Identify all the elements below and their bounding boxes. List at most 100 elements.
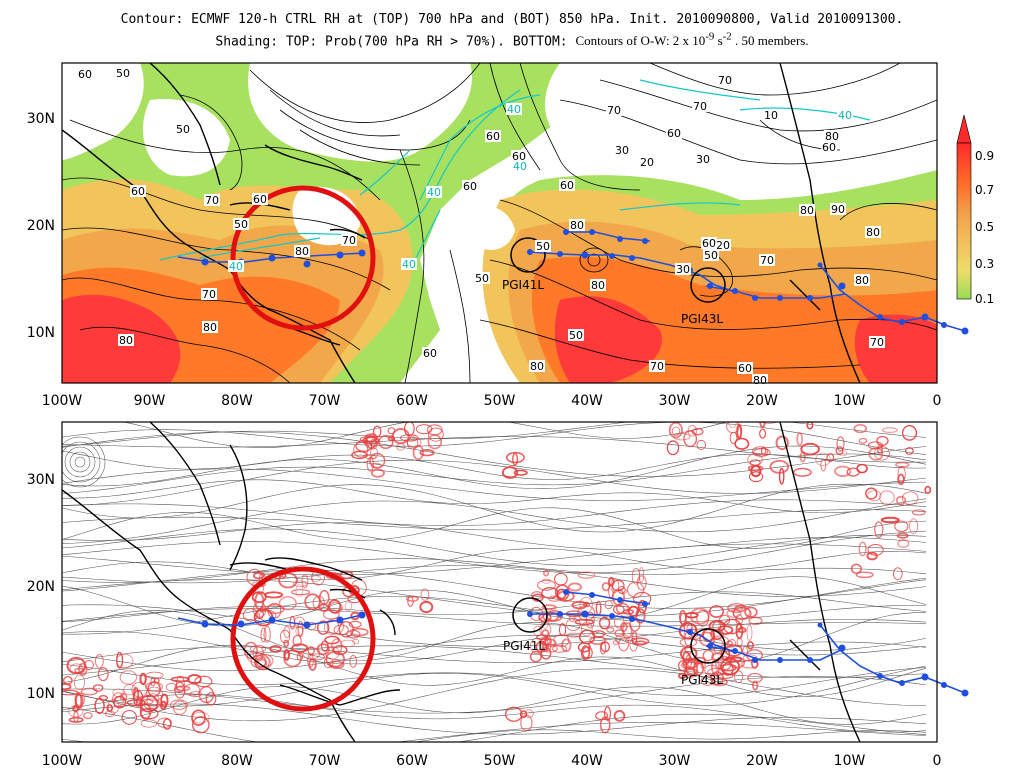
- contour-label-background: [821, 141, 837, 153]
- contour-label-background: [294, 245, 310, 257]
- bottom-lon-90w: 90W: [134, 753, 166, 768]
- top-lat-20n: 20N: [27, 218, 55, 234]
- contour-label: 80: [800, 204, 814, 217]
- contour-label-background: [201, 288, 217, 300]
- streamline: [62, 498, 927, 544]
- contour-label-background: [559, 179, 575, 191]
- ow-contour: [868, 447, 884, 461]
- top-panel-frame: [61, 62, 938, 384]
- ow-contour: [580, 621, 593, 637]
- ow-contour: [895, 461, 910, 468]
- ow-contour: [415, 424, 433, 435]
- ow-contour: [571, 600, 588, 610]
- title-contours-text: Contours of O-W: 2 x 10-9 s-2 . 50 membe…: [575, 31, 809, 49]
- ow-contour: [638, 567, 645, 583]
- storm-circle-pgi43l-top: [690, 267, 726, 303]
- ow-contour: [194, 675, 213, 688]
- ow-contour: [304, 593, 321, 611]
- ow-contour: [834, 465, 852, 478]
- title-shading-text: Shading: TOP: Prob(700 hPa RH > 70%). BO…: [215, 34, 568, 50]
- ow-contour: [419, 600, 434, 614]
- top-lon-30w: 30W: [659, 393, 691, 409]
- contour-label: 40: [513, 160, 527, 173]
- bottom-panel-longitude-axis: 100W 90W 80W 70W 60W 50W 40W 30W 20W 10W…: [42, 753, 942, 768]
- contour-label-background: [115, 67, 131, 79]
- ow-contour: [263, 625, 271, 643]
- ow-contour: [301, 574, 309, 589]
- ow-contour: [751, 446, 769, 457]
- ow-contour: [748, 616, 763, 626]
- ow-contour: [778, 467, 785, 485]
- ow-contour: [867, 490, 882, 502]
- ow-contour: [599, 616, 611, 630]
- ow-contour: [710, 671, 725, 686]
- contour-label: 70: [205, 194, 219, 207]
- contour-label-background: [759, 254, 775, 266]
- ow-contour: [629, 617, 641, 632]
- ow-contour: [97, 667, 109, 682]
- top-panel-latitude-axis: 30N 20N 10N: [27, 111, 55, 341]
- ow-contour: [631, 637, 650, 646]
- ow-contour: [750, 464, 762, 478]
- ow-contour: [589, 636, 607, 645]
- ow-contour: [322, 609, 340, 620]
- storm-circle-pgi41l-top: [510, 237, 546, 273]
- cyan-contour-lines: [159, 79, 871, 271]
- contour-label: 30: [615, 144, 629, 157]
- ow-contour: [799, 451, 806, 463]
- ow-contour: [618, 637, 629, 652]
- bottom-lon-70w: 70W: [309, 753, 341, 768]
- ow-contour: [792, 467, 812, 477]
- ow-contour: [62, 683, 72, 691]
- ow-contour: [536, 634, 549, 641]
- ow-contour: [622, 608, 635, 615]
- contour-label: 60: [78, 68, 92, 81]
- streamline: [62, 569, 927, 609]
- contour-label: 60: [822, 141, 836, 154]
- ow-contour: [349, 654, 358, 668]
- storm-label-pgi43l-bottom: PGI43L: [681, 673, 723, 687]
- ow-contour: [119, 692, 128, 701]
- ow-contour: [720, 657, 740, 676]
- bottom-lon-80w: 80W: [221, 753, 253, 768]
- ow-contour: [292, 634, 302, 647]
- contour-label-background: [202, 321, 218, 333]
- ow-contour: [351, 450, 368, 460]
- contour-label-background: [252, 193, 268, 205]
- ow-contour: [800, 442, 820, 456]
- streamline: [62, 483, 927, 533]
- streamline: [62, 707, 927, 742]
- streamline: [62, 422, 927, 447]
- contour-label: 50: [234, 218, 248, 231]
- contour-label: 80: [203, 321, 217, 334]
- contour-label-background: [529, 360, 545, 372]
- ow-contour: [501, 466, 519, 479]
- contour-label: 80: [753, 374, 767, 387]
- contour-label: 40: [229, 260, 243, 273]
- streamline: [62, 577, 927, 617]
- ow-contour: [153, 677, 160, 684]
- ow-contour: [836, 436, 845, 452]
- ow-contour: [566, 632, 582, 638]
- streamline: [62, 610, 927, 663]
- ow-contour: [680, 613, 687, 627]
- ow-contour: [325, 572, 340, 580]
- contour-label-background: [695, 153, 711, 165]
- streamline: [62, 604, 927, 647]
- ow-contour: [626, 581, 645, 598]
- ow-contour: [412, 444, 424, 461]
- ow-contour: [582, 646, 593, 660]
- colorbar-bar: [956, 142, 972, 300]
- colorbar-tick-0-7: 0.7: [975, 183, 994, 197]
- contour-label-background: [341, 234, 357, 246]
- streamline: [62, 722, 927, 742]
- ow-contour: [637, 599, 647, 614]
- streamline: [62, 645, 927, 679]
- highlight-circle-bottom: [230, 566, 376, 712]
- contour-label: 40: [838, 109, 852, 122]
- ow-contour: [165, 682, 177, 692]
- contour-label-background: [130, 185, 146, 197]
- contour-label: 80: [591, 279, 605, 292]
- top-lon-0: 0: [933, 393, 942, 409]
- contour-label: 10: [764, 109, 778, 122]
